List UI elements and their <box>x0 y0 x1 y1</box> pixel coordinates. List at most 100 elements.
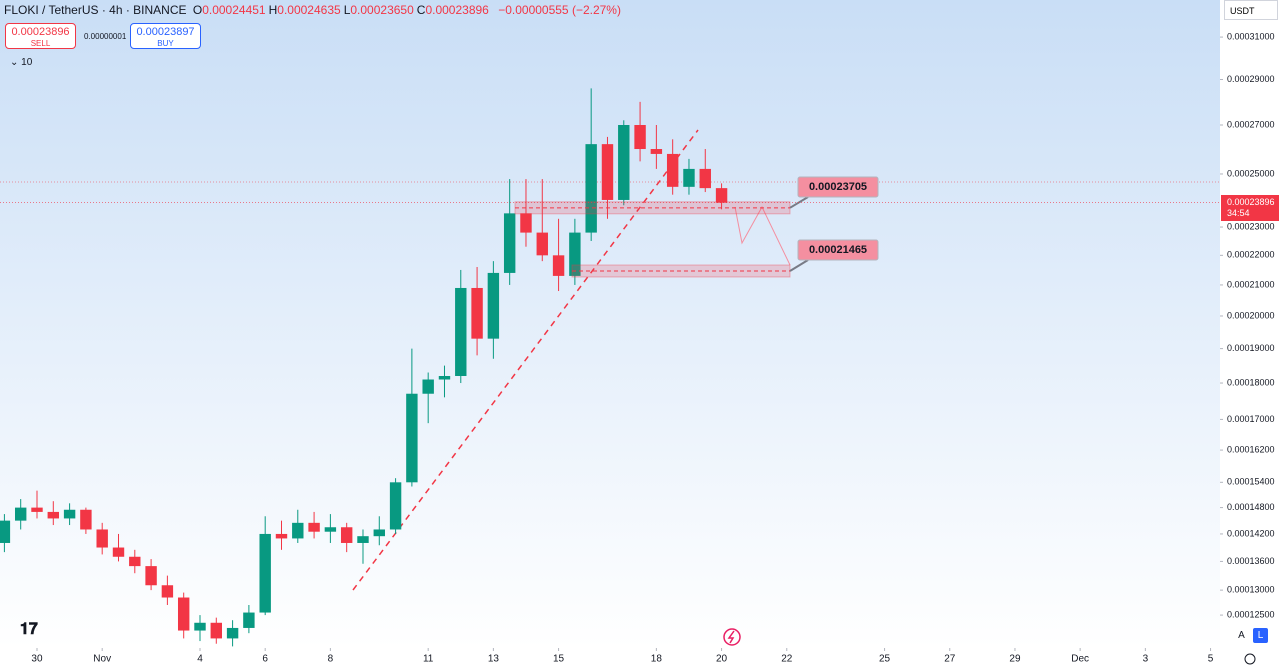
candle-body <box>373 529 385 537</box>
candle-body <box>259 533 271 613</box>
candle-body <box>634 124 646 150</box>
y-tick-label: 0.00015400 <box>1227 477 1275 487</box>
y-tick-label: 0.00018000 <box>1227 377 1275 387</box>
y-tick-label: 0.00019000 <box>1227 343 1275 353</box>
candle-body <box>455 287 467 377</box>
candle-body <box>585 144 597 233</box>
candle-body <box>406 393 418 483</box>
currency-select[interactable]: USDT <box>1224 0 1278 20</box>
candle-body <box>471 287 483 339</box>
sell-price: 0.00023896 <box>11 26 70 38</box>
y-tick-label: 0.00029000 <box>1227 74 1275 84</box>
candle-body <box>536 232 548 256</box>
candle-body <box>503 213 516 273</box>
candle-body <box>650 149 663 154</box>
x-tick-label: 29 <box>1009 654 1021 665</box>
log-scale[interactable]: L <box>1253 628 1268 643</box>
candle-body <box>389 482 402 530</box>
callout-label: 0.00021465 <box>809 244 867 256</box>
candle-body <box>308 522 320 532</box>
price-tag-value: 0.00023896 <box>1227 196 1275 207</box>
x-tick-label: 27 <box>944 654 956 665</box>
projection-path <box>734 205 791 266</box>
settings-icon[interactable] <box>1244 653 1256 665</box>
candle-body <box>601 144 614 200</box>
y-tick-label: 0.00012500 <box>1227 609 1275 619</box>
buy-button[interactable]: 0.00023897 BUY <box>130 23 201 49</box>
callout-label: 0.00023705 <box>809 181 867 193</box>
change: −0.00000555 (−2.27%) <box>498 3 621 17</box>
callout-line <box>789 196 809 209</box>
x-tick-label: 15 <box>553 654 565 665</box>
callout-box <box>797 239 879 261</box>
y-tick-label: 0.00023000 <box>1227 221 1275 231</box>
y-tick-label: 0.00021000 <box>1227 279 1275 289</box>
ohlc-key: H <box>268 3 278 17</box>
logo: 𝟏𝟕 <box>20 621 38 638</box>
auto-scale[interactable]: A <box>1238 630 1245 641</box>
x-tick-label: 20 <box>716 654 728 665</box>
x-tick-label: 11 <box>423 654 434 665</box>
x-tick-label: 4 <box>197 654 203 665</box>
candle-body <box>47 511 60 519</box>
candle-body <box>63 509 76 519</box>
time-axis <box>0 648 1220 669</box>
x-tick-label: 30 <box>31 654 43 665</box>
y-tick-label: 0.00025000 <box>1227 168 1275 178</box>
trend-line <box>352 129 699 591</box>
indicators-toggle[interactable]: ⌄ 10 <box>10 57 33 68</box>
candle-body <box>31 507 43 512</box>
candle-body <box>618 124 630 200</box>
countdown: 34:54 <box>1227 207 1250 218</box>
ohlc-value: 0.00023650 <box>350 3 414 17</box>
y-tick-label: 0.00031000 <box>1227 31 1275 41</box>
candle-body <box>96 529 108 548</box>
x-tick-label: 3 <box>1143 654 1149 665</box>
x-tick-label: 25 <box>879 654 891 665</box>
price-axis <box>1220 0 1280 669</box>
candle-body <box>129 556 141 567</box>
spread: 0.00000001 <box>84 32 127 41</box>
candle-body <box>438 376 451 380</box>
candle-body <box>520 213 532 233</box>
buy-label: BUY <box>157 39 174 48</box>
candle-body <box>177 597 190 631</box>
candle-body <box>80 509 92 530</box>
candle-body <box>422 379 434 394</box>
y-tick-label: 0.00013600 <box>1227 556 1275 566</box>
events-bolt <box>727 630 735 644</box>
y-tick-label: 0.00014200 <box>1227 528 1275 538</box>
ohlc-value: 0.00023896 <box>425 3 489 17</box>
ohlc: O0.00024451 H0.00024635 L0.00023650 C0.0002… <box>193 3 492 17</box>
y-tick-label: 0.00027000 <box>1227 119 1275 129</box>
sell-button[interactable]: 0.00023896 SELL <box>5 23 76 49</box>
legend: FLOKI / TetherUS · 4h · BINANCE O0.00024… <box>4 3 624 17</box>
candle-body <box>569 232 581 276</box>
candle-body <box>357 536 369 543</box>
symbol: FLOKI / TetherUS · 4h · BINANCE <box>4 3 187 17</box>
x-tick-label: 8 <box>328 654 334 665</box>
y-tick-label: 0.00017000 <box>1227 414 1275 424</box>
events-icon[interactable] <box>723 628 741 646</box>
candle-body <box>161 585 174 598</box>
sell-label: SELL <box>30 39 51 48</box>
candle-body <box>112 547 125 557</box>
y-tick-label: 0.00014800 <box>1227 502 1275 512</box>
ohlc-value: 0.00024635 <box>277 3 341 17</box>
candle-body <box>324 527 337 532</box>
x-tick-label: 22 <box>781 654 793 665</box>
candle-body <box>487 272 500 339</box>
plot-background <box>0 0 1220 648</box>
x-tick-label: Nov <box>93 654 111 665</box>
ohlc-key: C <box>416 3 426 17</box>
ohlc-key: L <box>343 3 351 17</box>
x-tick-label: 18 <box>651 654 663 665</box>
candle-body <box>552 255 565 276</box>
indicators-count: 10 <box>21 57 33 68</box>
candle-body <box>683 168 695 187</box>
candle-body <box>243 612 255 628</box>
candle-body <box>14 507 27 521</box>
candle-body <box>715 188 728 203</box>
